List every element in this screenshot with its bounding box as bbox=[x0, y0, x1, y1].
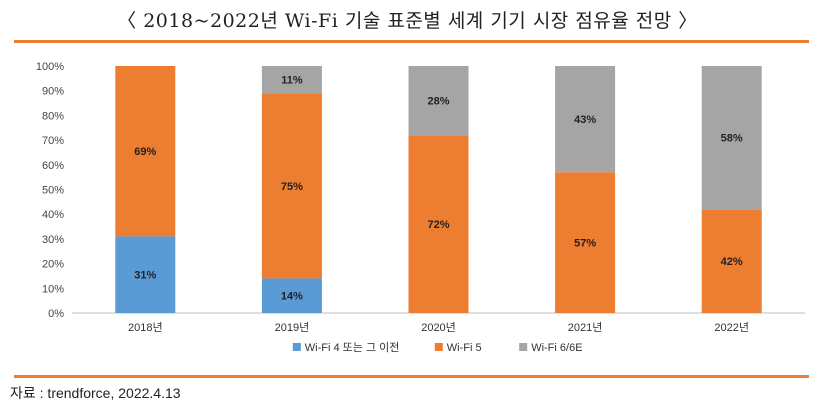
bar-segment-2 bbox=[408, 135, 469, 313]
data-label: 11% bbox=[281, 75, 303, 87]
data-label: 58% bbox=[721, 133, 743, 145]
bar-segment-1 bbox=[115, 236, 176, 313]
source-note: 자료 : trendforce, 2022.4.13 bbox=[10, 385, 181, 401]
y-tick-label: 60% bbox=[42, 160, 64, 172]
data-label: 14% bbox=[281, 291, 303, 303]
y-tick-label: 90% bbox=[42, 86, 64, 98]
x-tick-label: 2022년 bbox=[714, 321, 749, 334]
legend-swatch-3 bbox=[519, 343, 528, 351]
bar-segment-3 bbox=[701, 66, 762, 210]
bar-segment-1 bbox=[261, 278, 322, 313]
legend-label-2: Wi-Fi 5 bbox=[447, 342, 482, 354]
y-tick-label: 100% bbox=[36, 61, 64, 73]
y-tick-label: 10% bbox=[42, 283, 64, 295]
data-label: 72% bbox=[427, 219, 449, 231]
bar-segment-2 bbox=[555, 172, 616, 313]
data-label: 69% bbox=[134, 146, 156, 158]
data-label: 31% bbox=[134, 270, 156, 282]
bottom-divider bbox=[14, 375, 809, 378]
legend-swatch-2 bbox=[434, 343, 443, 351]
y-tick-label: 70% bbox=[42, 135, 64, 147]
y-tick-label: 0% bbox=[48, 308, 64, 320]
y-tick-label: 20% bbox=[42, 259, 64, 271]
legend-label-1: Wi-Fi 4 또는 그 이전 bbox=[305, 341, 400, 354]
data-label: 42% bbox=[721, 256, 743, 268]
bar-segment-3 bbox=[261, 66, 322, 94]
bar-segment-2 bbox=[115, 66, 176, 237]
chart-title: 〈 2018~2022년 Wi-Fi 기술 표준별 세계 기기 시장 점유율 전… bbox=[117, 10, 698, 32]
bar-segment-2 bbox=[701, 209, 762, 313]
data-label: 28% bbox=[427, 96, 449, 108]
x-tick-label: 2018년 bbox=[128, 321, 163, 334]
x-tick-label: 2020년 bbox=[421, 321, 456, 334]
x-tick-label: 2021년 bbox=[568, 321, 603, 334]
y-tick-label: 40% bbox=[42, 209, 64, 221]
y-tick-label: 30% bbox=[42, 234, 64, 246]
bar-segment-3 bbox=[408, 66, 469, 136]
legend-label-3: Wi-Fi 6/6E bbox=[531, 342, 582, 354]
x-tick-label: 2019년 bbox=[275, 321, 310, 334]
y-tick-label: 50% bbox=[42, 185, 64, 197]
data-label: 43% bbox=[574, 114, 596, 126]
bar-segment-3 bbox=[555, 66, 616, 173]
data-label: 75% bbox=[281, 181, 303, 193]
y-tick-label: 80% bbox=[42, 110, 64, 122]
stacked-bar-chart: 0% 10% 20% 30% 40% 50% 60% 70% 80% 90% 100% 31% 69% 2… bbox=[36, 61, 805, 354]
bar-segment-2 bbox=[261, 93, 322, 279]
legend-swatch-1 bbox=[292, 343, 301, 351]
data-label: 57% bbox=[574, 238, 596, 250]
top-divider bbox=[14, 40, 809, 43]
